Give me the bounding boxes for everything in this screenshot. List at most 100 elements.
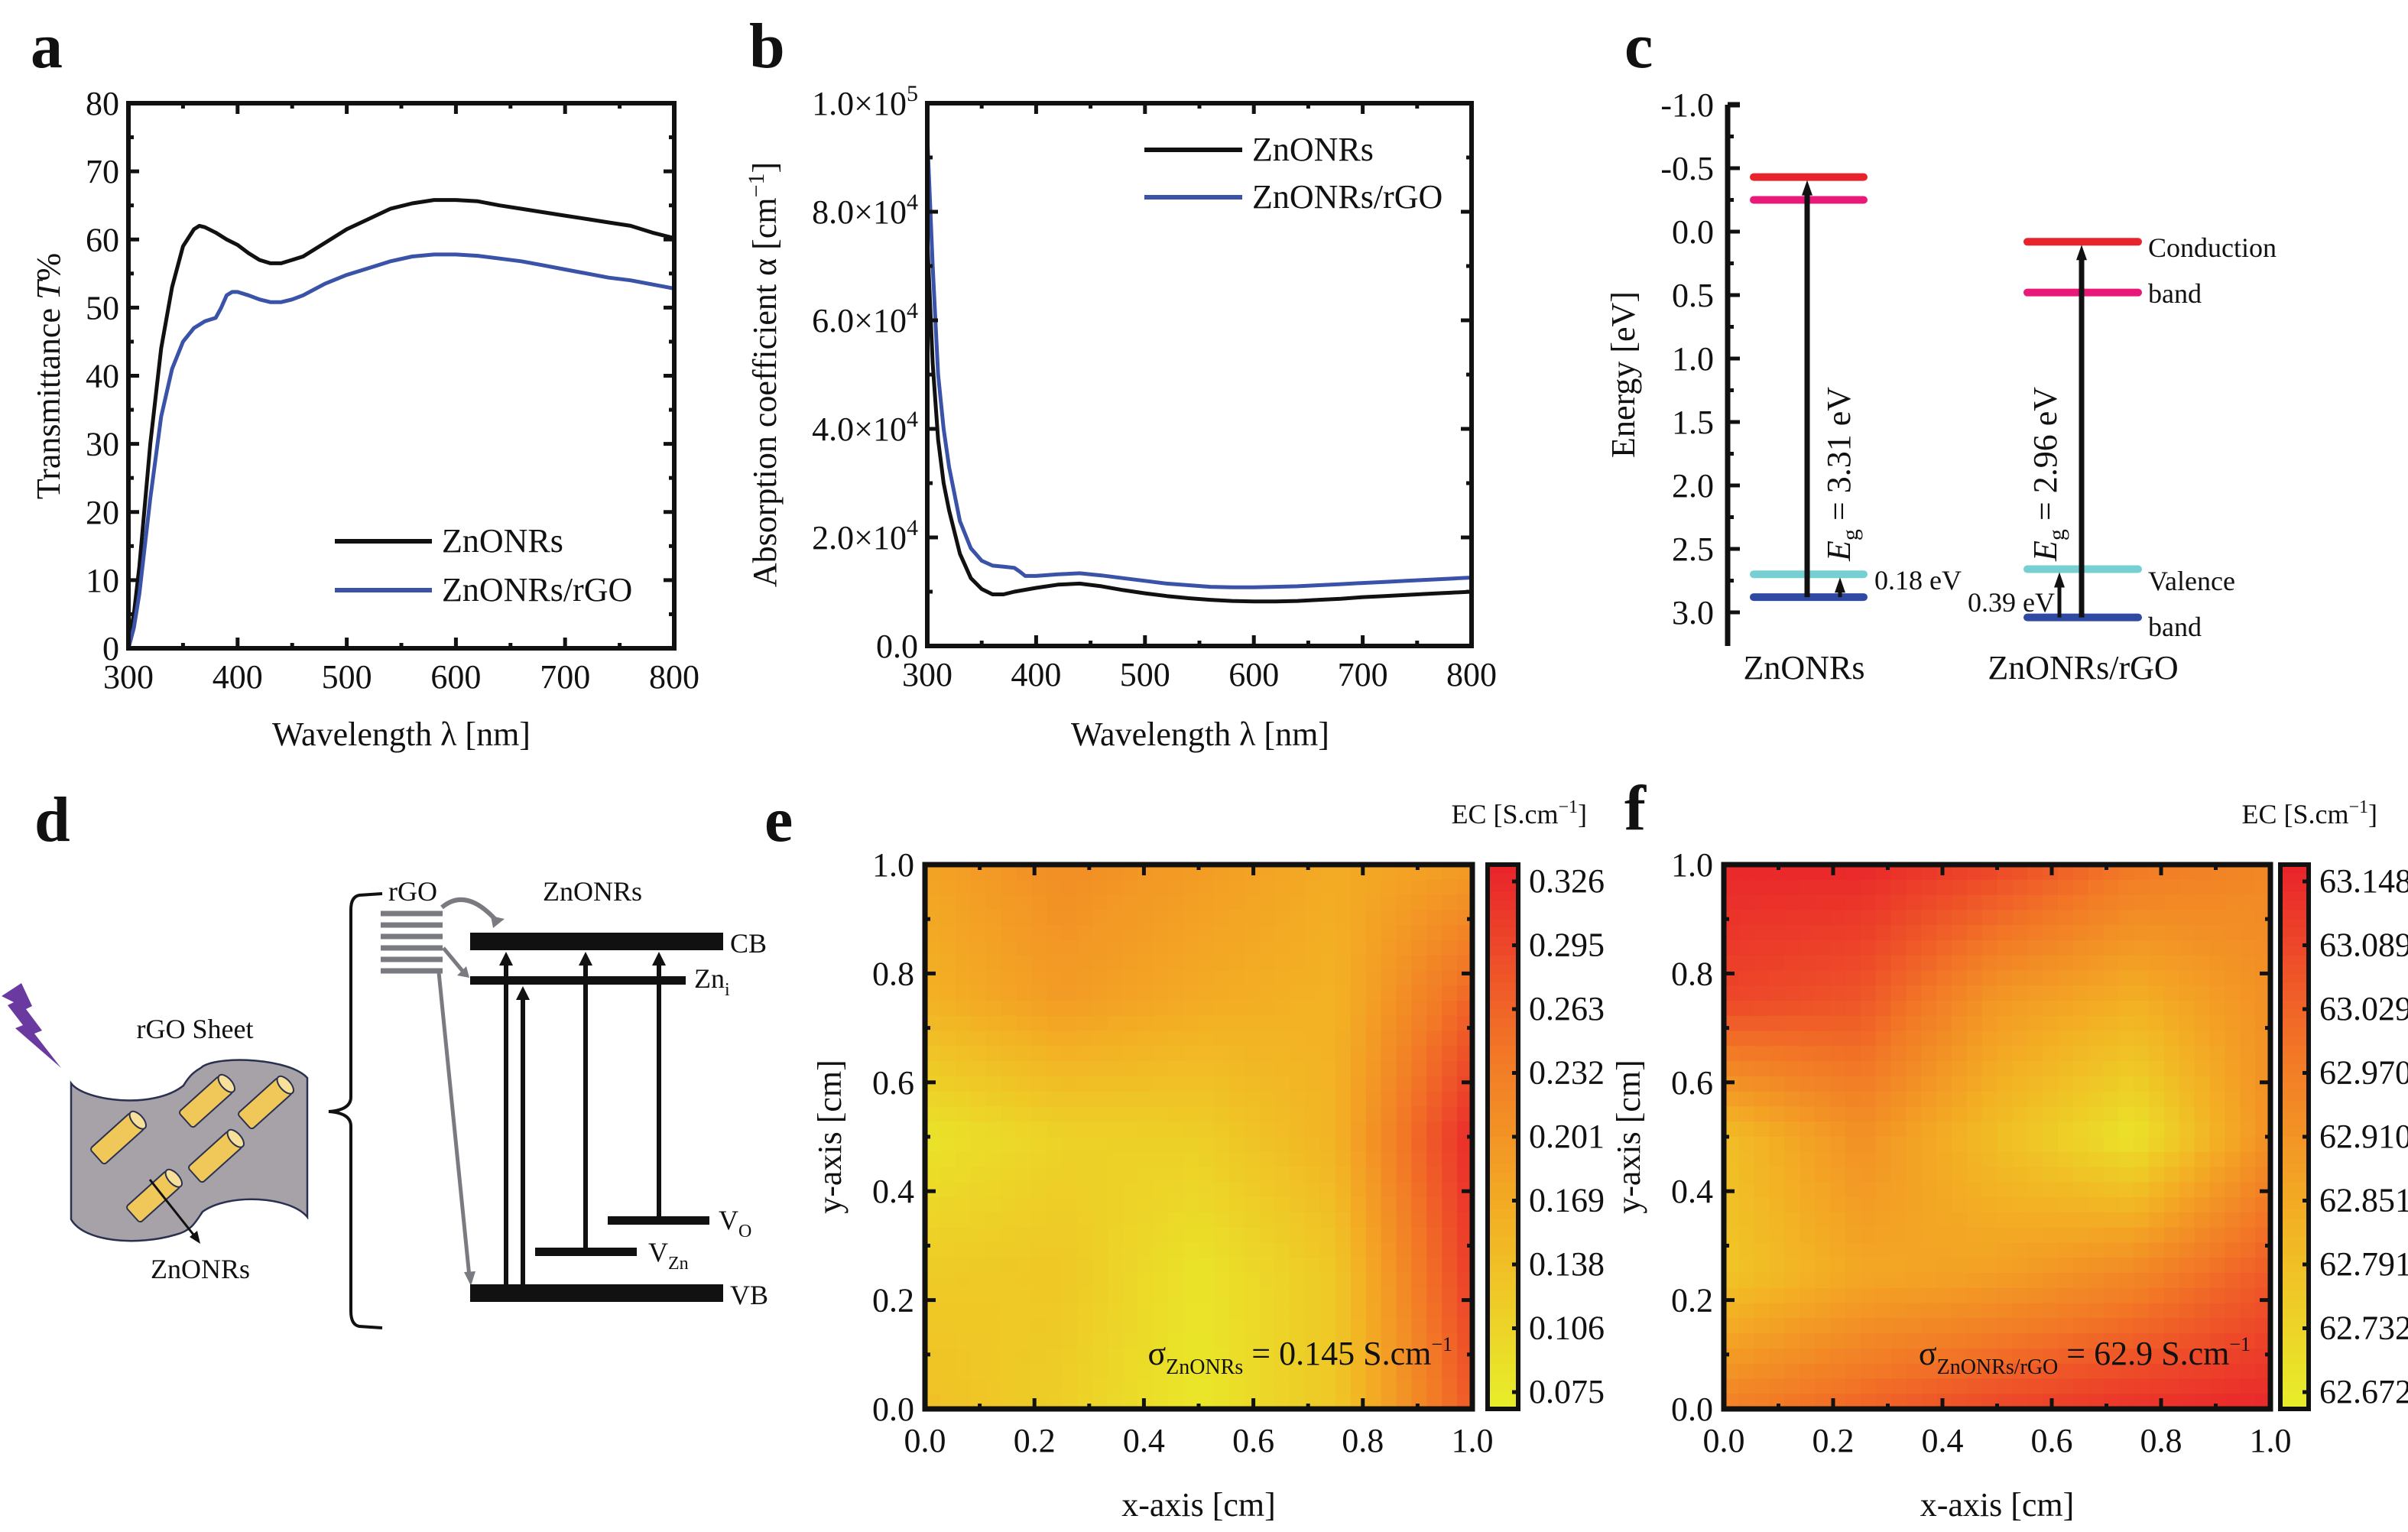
heatmap-cell	[1107, 910, 1124, 926]
heatmap-cell	[1738, 1258, 1755, 1274]
heatmap-cell	[1784, 1363, 1801, 1380]
heatmap-cell	[1365, 1378, 1382, 1394]
heatmap-cell	[1107, 1015, 1124, 1032]
heatmap-cell	[1981, 1031, 1998, 1047]
heatmap-cell	[2164, 1121, 2180, 1138]
heatmap-cell	[1259, 1303, 1276, 1319]
heatmap-cell	[2012, 1227, 2029, 1244]
heatmap-cell	[1784, 1303, 1801, 1319]
heatmap-cell	[2225, 1046, 2241, 1062]
heatmap-cell	[1274, 1363, 1291, 1380]
heatmap-cell	[955, 1076, 972, 1092]
heatmap-cell	[1890, 1015, 1907, 1032]
heatmap-cell	[1153, 1273, 1169, 1289]
heatmap-cell	[2057, 1151, 2074, 1168]
heatmap-cell	[1350, 894, 1367, 911]
heatmap-cell	[1350, 1015, 1367, 1032]
heatmap-cell	[1031, 925, 1047, 941]
heatmap-cell	[1981, 1363, 1998, 1380]
heatmap-cell	[2118, 1091, 2135, 1108]
heatmap-cell	[1168, 1091, 1184, 1108]
arrowhead-icon	[516, 986, 530, 1000]
heatmap-cell	[1921, 865, 1937, 881]
heatmap-cell	[2225, 1242, 2241, 1258]
heatmap-cell	[1092, 1076, 1108, 1092]
heatmap-cell	[1047, 940, 1063, 956]
heatmap-cell	[1951, 925, 1968, 941]
heatmap-cell	[1845, 894, 1861, 911]
heatmap-cell	[1860, 1121, 1877, 1138]
heatmap-cell	[1906, 1242, 1922, 1258]
heatmap-cell	[1137, 1318, 1154, 1334]
heatmap-cell	[1259, 1363, 1276, 1380]
heatmap-cell	[1183, 1197, 1199, 1213]
heatmap-cell	[2194, 925, 2211, 941]
heatmap-cell	[1426, 1287, 1443, 1304]
heatmap-cell	[940, 1348, 956, 1365]
heatmap-cell	[1153, 1394, 1169, 1410]
heatmap-cell	[2134, 1001, 2150, 1017]
heatmap-cell	[2103, 1363, 2120, 1380]
heatmap-cell	[1122, 879, 1139, 896]
heatmap-cell	[2103, 1121, 2120, 1138]
heatmap-cell	[1244, 1001, 1261, 1017]
heatmap-cell	[1062, 1363, 1078, 1380]
heatmap-cell	[1724, 1031, 1740, 1047]
heatmap-cell	[1906, 1318, 1922, 1334]
heatmap-cell	[1860, 1137, 1877, 1153]
heatmap-cell	[1213, 1151, 1230, 1168]
heatmap-cell	[1062, 1287, 1078, 1304]
heatmap-cell	[1890, 1106, 1907, 1122]
heatmap-cell	[2194, 1333, 2211, 1349]
heatmap-cell	[1016, 1061, 1032, 1077]
heatmap-cell	[2164, 1394, 2180, 1410]
heatmap-cell	[940, 1287, 956, 1304]
heatmap-cell	[1092, 1258, 1108, 1274]
colorbar-segment	[2280, 873, 2309, 884]
heatmap-cell	[2225, 1318, 2241, 1334]
heatmap-cell	[970, 1182, 987, 1198]
heatmap-cell	[2179, 1182, 2195, 1198]
heatmap-cell	[1228, 1151, 1245, 1168]
x-tick-label: 800	[649, 658, 699, 696]
heatmap-cell	[1335, 865, 1352, 881]
heatmap-cell	[1290, 1287, 1306, 1304]
heatmap-cell	[1784, 1242, 1801, 1258]
heatmap-cell	[1890, 1348, 1907, 1365]
heatmap-cell	[1076, 910, 1093, 926]
heatmap-cell	[1830, 1167, 1846, 1183]
heatmap-cell	[1906, 1287, 1922, 1304]
heatmap-cell	[985, 1106, 1002, 1122]
heatmap-cell	[2255, 1258, 2271, 1274]
heatmap-cell	[1921, 1167, 1937, 1183]
heatmap-cell	[1800, 925, 1816, 941]
heatmap-cell	[1153, 1212, 1169, 1229]
heatmap-cell	[1290, 1076, 1306, 1092]
heatmap-cell	[1274, 1333, 1291, 1349]
heatmap-cell	[2194, 1046, 2211, 1062]
heatmap-cell	[1860, 1031, 1877, 1047]
heatmap-cell	[2149, 955, 2165, 972]
heatmap-cell	[1047, 970, 1063, 986]
heatmap-cell	[2012, 1151, 2029, 1168]
heatmap-cell	[2209, 1394, 2226, 1410]
heatmap-cell	[2072, 1227, 2089, 1244]
heatmap-cell	[1259, 1106, 1276, 1122]
heatmap-cell	[1062, 1348, 1078, 1365]
heatmap-cell	[1457, 1046, 1473, 1062]
heatmap-cell	[985, 1394, 1002, 1410]
conductivity-annotation: σZnONRs/rGO = 62.9 S.cm−1	[1919, 1333, 2251, 1379]
heatmap-cell	[1365, 1227, 1382, 1244]
heatmap-cell	[1784, 1273, 1801, 1289]
heatmap-cell	[1001, 1015, 1017, 1032]
colorbar-segment	[1488, 891, 1518, 902]
heatmap-cell	[1442, 1167, 1458, 1183]
heatmap-cell	[1890, 1151, 1907, 1168]
heatmap-cell	[1754, 1197, 1770, 1213]
legend-label-znonrs-rgo: ZnONRs/rGO	[442, 571, 632, 609]
heatmap-cell	[1442, 1106, 1458, 1122]
heatmap-cell	[2164, 1212, 2180, 1229]
heatmap-cell	[2179, 1287, 2195, 1304]
heatmap-cell	[1936, 1091, 1952, 1108]
heatmap-cell	[1137, 1378, 1154, 1394]
